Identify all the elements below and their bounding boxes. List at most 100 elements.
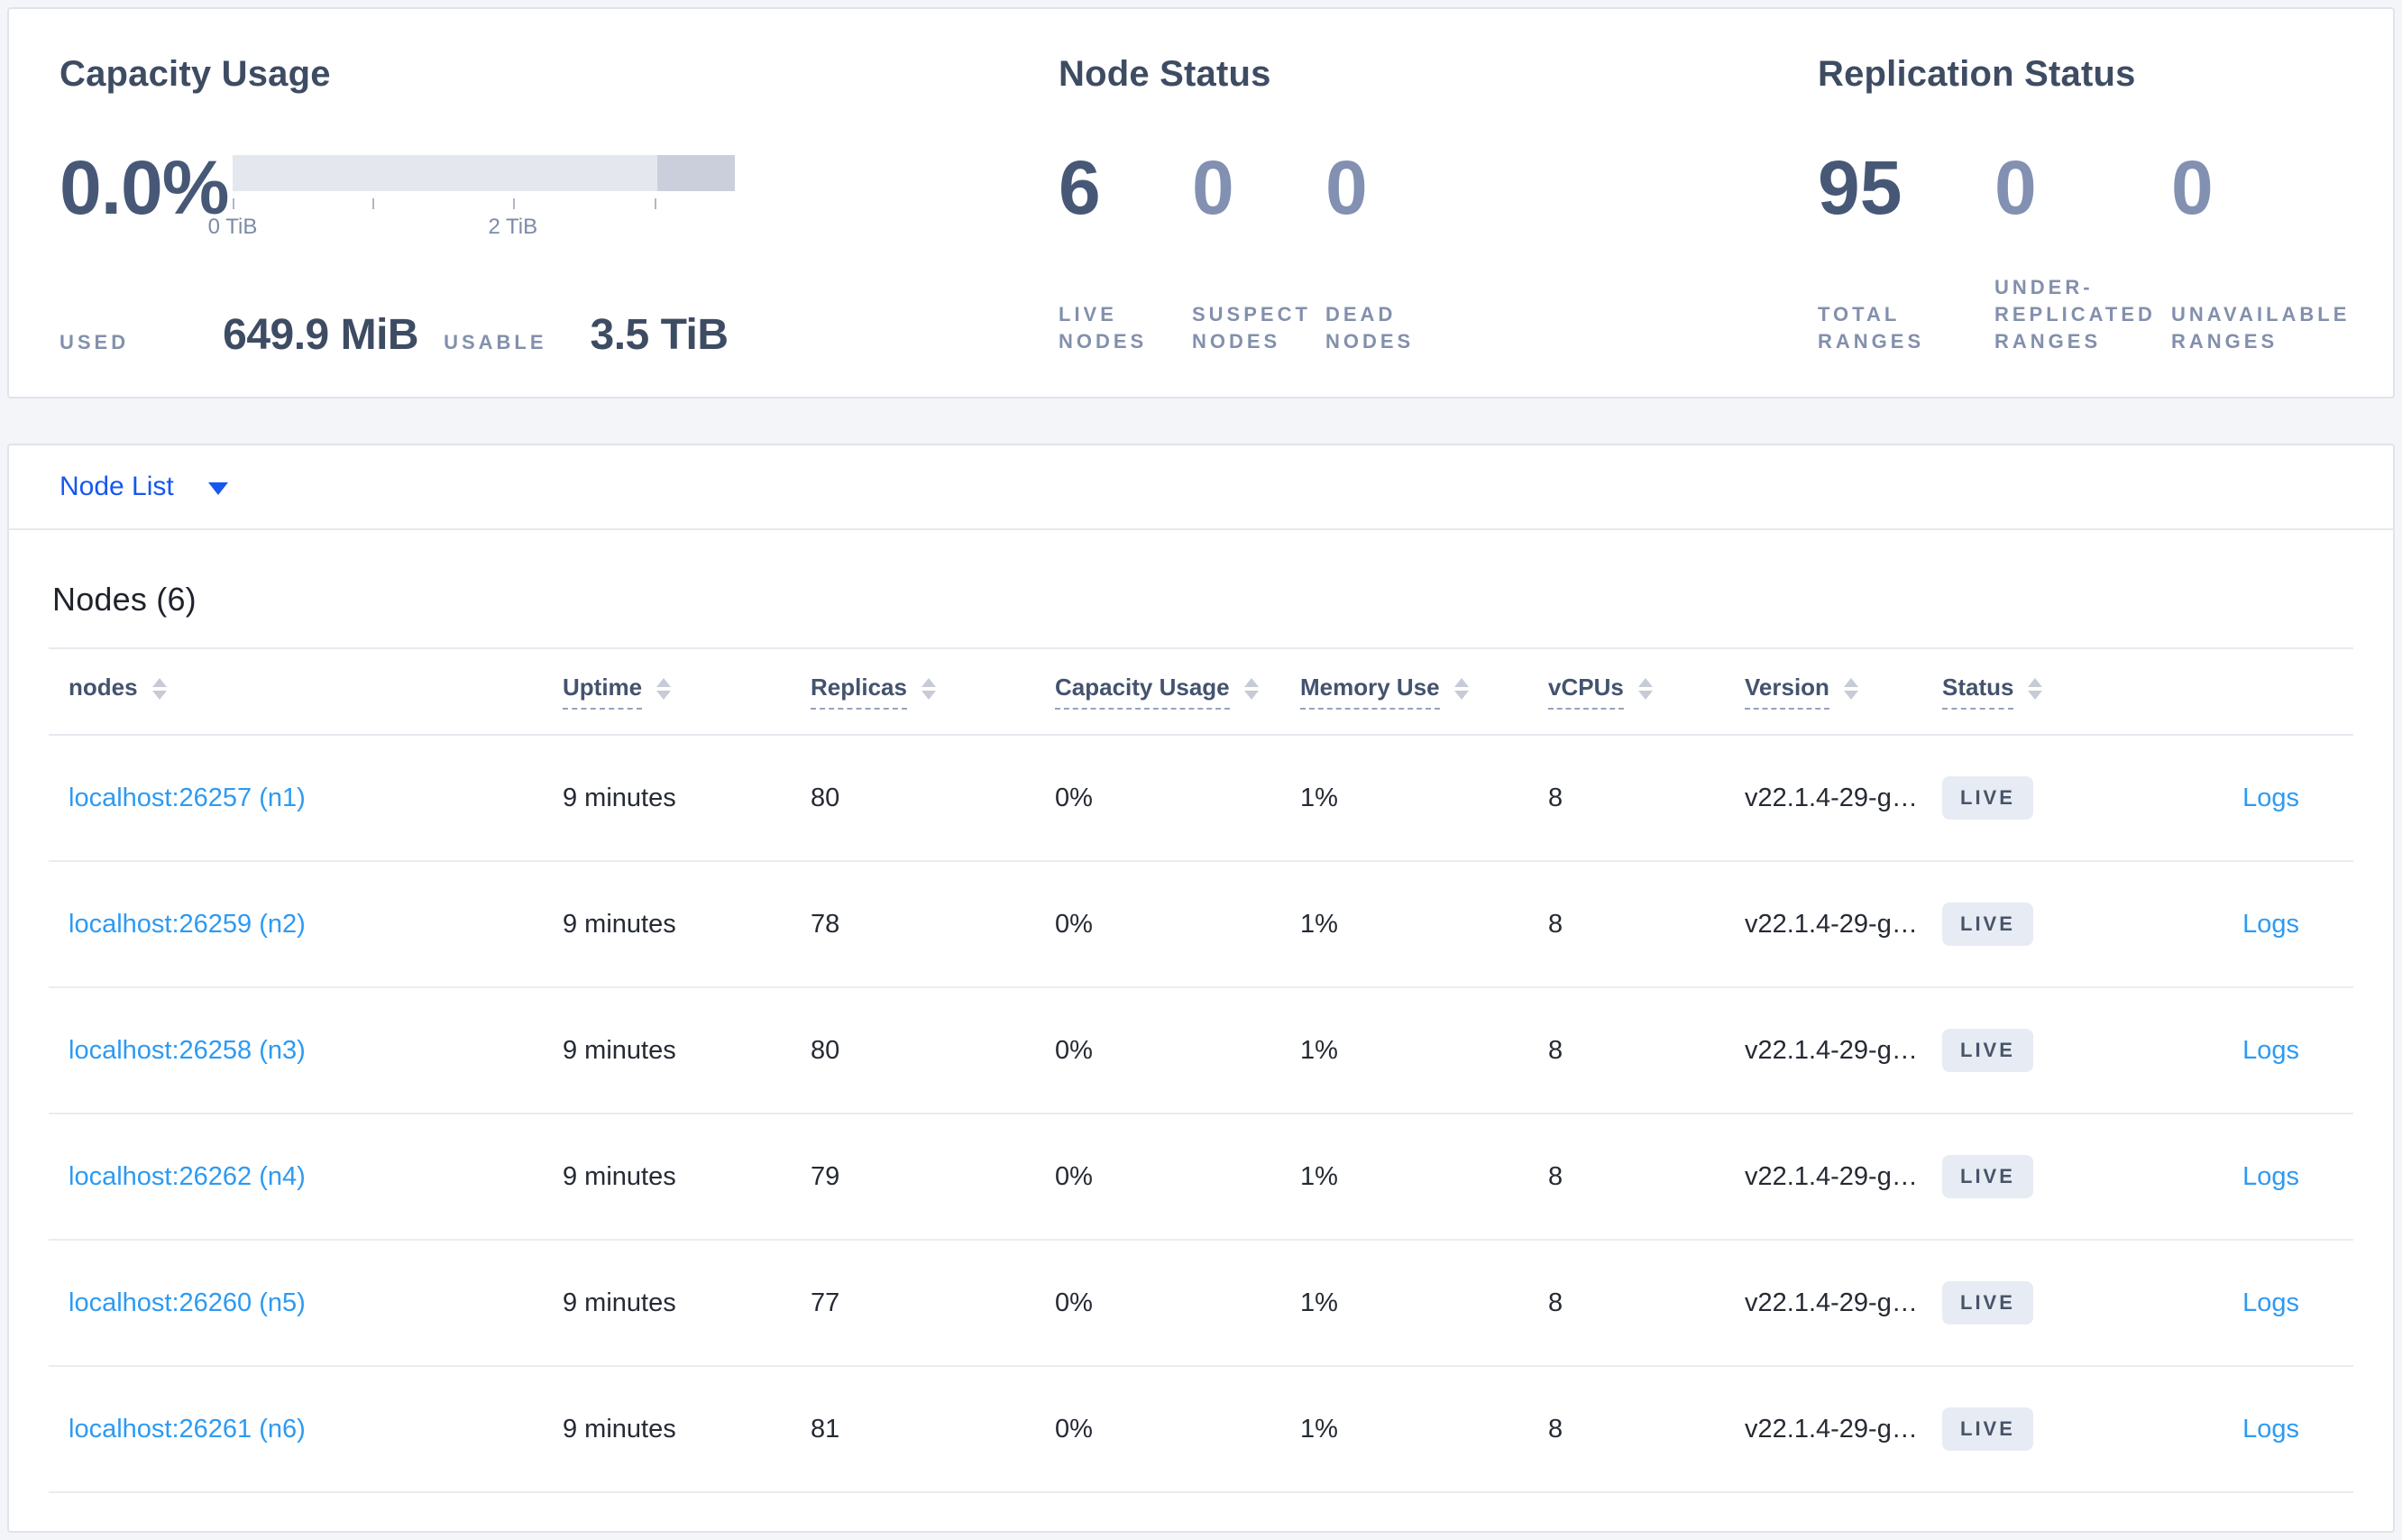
- node-link[interactable]: localhost:26261 (n6): [69, 1415, 306, 1444]
- status-badge: LIVE: [1942, 1029, 2033, 1072]
- node-link[interactable]: localhost:26260 (n5): [69, 1288, 306, 1317]
- cell-vcpus: 8: [1548, 1162, 1563, 1191]
- dead-nodes-label: DEAD NODES: [1325, 303, 1415, 353]
- cell-capacity-usage: 0%: [1055, 1036, 1093, 1065]
- sort-icon: [921, 678, 936, 700]
- capacity-axis-ticks: [233, 198, 735, 209]
- used-value: 649.9 MiB: [223, 311, 419, 359]
- axis-label-2tib: 2 TiB: [488, 215, 538, 239]
- cell-uptime: 9 minutes: [563, 1162, 676, 1191]
- capacity-axis-labels: 0 TiB 2 TiB: [208, 215, 735, 240]
- cell-replicas: 81: [811, 1415, 840, 1444]
- sort-icon: [151, 678, 167, 700]
- status-badge: LIVE: [1942, 1281, 2033, 1325]
- suspect-nodes-label: SUSPECT NODES: [1192, 303, 1311, 353]
- cell-version: v22.1.4-29-g…: [1745, 910, 1918, 939]
- usable-label: USABLE: [444, 331, 547, 353]
- status-badge: LIVE: [1942, 903, 2033, 946]
- view-selector-dropdown[interactable]: Node List: [9, 445, 2393, 530]
- cell-version: v22.1.4-29-g…: [1745, 1036, 1918, 1065]
- total-ranges-stat: 95 TOTAL RANGES: [1818, 145, 1980, 355]
- cell-replicas: 78: [811, 910, 840, 939]
- cell-vcpus: 8: [1548, 1288, 1563, 1317]
- cell-version: v22.1.4-29-g…: [1745, 784, 1918, 812]
- axis-label-0tib: 0 TiB: [207, 215, 258, 239]
- sort-icon: [1843, 678, 1858, 700]
- cell-memory-use: 1%: [1300, 1415, 1338, 1444]
- node-list-card: Node List Nodes (6) nodes Uptime Replica…: [7, 444, 2395, 1533]
- cell-replicas: 79: [811, 1162, 840, 1191]
- table-row: localhost:26258 (n3) 9 minutes 80 0% 1% …: [49, 988, 2353, 1114]
- cell-capacity-usage: 0%: [1055, 1162, 1093, 1191]
- node-link[interactable]: localhost:26262 (n4): [69, 1162, 306, 1191]
- sort-icon: [656, 678, 672, 700]
- column-header-nodes[interactable]: nodes: [49, 674, 563, 710]
- usable-value: 3.5 TiB: [590, 311, 729, 359]
- under-replicated-ranges-label: UNDER-REPLICATED RANGES: [1994, 276, 2156, 353]
- suspect-nodes-stat: 0 SUSPECT NODES: [1192, 145, 1311, 355]
- cell-uptime: 9 minutes: [563, 1036, 676, 1065]
- column-header-memory-use[interactable]: Memory Use: [1300, 674, 1548, 710]
- status-badge: LIVE: [1942, 1155, 2033, 1198]
- unavailable-ranges-stat: 0 UNAVAILABLE RANGES: [2171, 145, 2351, 355]
- suspect-nodes-value: 0: [1192, 145, 1234, 230]
- under-replicated-ranges-stat: 0 UNDER-REPLICATED RANGES: [1994, 145, 2157, 355]
- column-header-capacity-usage[interactable]: Capacity Usage: [1055, 674, 1300, 710]
- used-label: USED: [60, 331, 130, 353]
- cell-uptime: 9 minutes: [563, 1415, 676, 1444]
- column-header-version[interactable]: Version: [1745, 674, 1942, 710]
- logs-link[interactable]: Logs: [2242, 910, 2299, 939]
- logs-link[interactable]: Logs: [2242, 1162, 2299, 1191]
- status-badge: LIVE: [1942, 776, 2033, 820]
- column-header-vcpus[interactable]: vCPUs: [1548, 674, 1745, 710]
- total-ranges-value: 95: [1818, 145, 1902, 230]
- live-nodes-stat: 6 LIVE NODES: [1059, 145, 1178, 355]
- logs-link[interactable]: Logs: [2242, 1415, 2299, 1444]
- table-header-row: nodes Uptime Replicas Capacity Usage: [49, 647, 2353, 736]
- logs-link[interactable]: Logs: [2242, 1288, 2299, 1317]
- sort-icon: [1243, 678, 1259, 700]
- cell-capacity-usage: 0%: [1055, 1415, 1093, 1444]
- nodes-table: nodes Uptime Replicas Capacity Usage: [49, 647, 2353, 1493]
- logs-link[interactable]: Logs: [2242, 784, 2299, 812]
- capacity-usage-chart: 0.0% 0 TiB 2 TiB: [60, 150, 1059, 240]
- cell-vcpus: 8: [1548, 1415, 1563, 1444]
- cell-replicas: 77: [811, 1288, 840, 1317]
- cell-vcpus: 8: [1548, 910, 1563, 939]
- capacity-usage-title: Capacity Usage: [60, 54, 331, 94]
- dead-nodes-value: 0: [1325, 145, 1368, 230]
- column-header-replicas[interactable]: Replicas: [811, 674, 1055, 710]
- table-row: localhost:26262 (n4) 9 minutes 79 0% 1% …: [49, 1114, 2353, 1241]
- live-nodes-value: 6: [1059, 145, 1101, 230]
- cell-vcpus: 8: [1548, 1036, 1563, 1065]
- cell-version: v22.1.4-29-g…: [1745, 1162, 1918, 1191]
- cell-vcpus: 8: [1548, 784, 1563, 812]
- node-link[interactable]: localhost:26258 (n3): [69, 1036, 306, 1065]
- logs-link[interactable]: Logs: [2242, 1036, 2299, 1065]
- column-header-uptime[interactable]: Uptime: [563, 674, 811, 710]
- under-replicated-ranges-value: 0: [1994, 145, 2037, 230]
- cell-capacity-usage: 0%: [1055, 784, 1093, 812]
- unavailable-ranges-label: UNAVAILABLE RANGES: [2171, 303, 2351, 353]
- table-row: localhost:26261 (n6) 9 minutes 81 0% 1% …: [49, 1367, 2353, 1493]
- node-status-title: Node Status: [1059, 54, 1271, 94]
- cluster-summary-panel: Capacity Usage 0.0% 0 TiB 2 TiB: [7, 7, 2395, 399]
- table-row: localhost:26260 (n5) 9 minutes 77 0% 1% …: [49, 1241, 2353, 1367]
- table-row: localhost:26259 (n2) 9 minutes 78 0% 1% …: [49, 862, 2353, 988]
- capacity-usage-section: Capacity Usage 0.0% 0 TiB 2 TiB: [52, 52, 1059, 359]
- table-row: localhost:26257 (n1) 9 minutes 80 0% 1% …: [49, 736, 2353, 862]
- node-link[interactable]: localhost:26259 (n2): [69, 910, 306, 939]
- column-header-status[interactable]: Status: [1942, 674, 2133, 710]
- capacity-bar-track: [233, 155, 735, 191]
- node-status-section: Node Status 6 LIVE NODES 0 SUSPECT NODES…: [1059, 52, 1818, 355]
- cell-memory-use: 1%: [1300, 1036, 1338, 1065]
- node-link[interactable]: localhost:26257 (n1): [69, 784, 306, 812]
- cell-capacity-usage: 0%: [1055, 910, 1093, 939]
- cell-version: v22.1.4-29-g…: [1745, 1415, 1918, 1444]
- cell-replicas: 80: [811, 784, 840, 812]
- unavailable-ranges-value: 0: [2171, 145, 2214, 230]
- cell-memory-use: 1%: [1300, 1288, 1338, 1317]
- cell-memory-use: 1%: [1300, 1162, 1338, 1191]
- cell-version: v22.1.4-29-g…: [1745, 1288, 1918, 1317]
